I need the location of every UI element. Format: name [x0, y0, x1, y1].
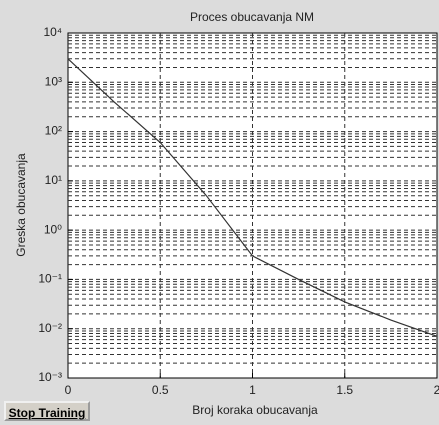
- y-tick-label: 10⁻²: [38, 321, 62, 335]
- chart-title: Proces obucavanja NM: [190, 10, 314, 24]
- y-tick-label: 10²: [45, 124, 62, 138]
- stop-training-button[interactable]: Stop Training: [4, 401, 90, 421]
- x-tick-label: 1.5: [336, 383, 353, 397]
- y-tick-label: 10⁻³: [38, 370, 62, 384]
- x-tick-label: 1: [249, 383, 256, 397]
- x-axis-label: Broj koraka obucavanja: [192, 403, 318, 417]
- x-tick-label: 0.5: [152, 383, 169, 397]
- y-tick-label: 10³: [45, 74, 62, 88]
- y-tick-label: 10⁻¹: [38, 272, 62, 286]
- y-tick-label: 10⁰: [44, 222, 62, 236]
- y-tick-label: 10¹: [45, 173, 62, 187]
- data-line: [67, 58, 438, 337]
- y-tick-label: 10⁴: [43, 25, 62, 39]
- x-tick-label: 2: [434, 383, 439, 397]
- x-tick-label: 0: [65, 383, 72, 397]
- y-axis-label: Greska obucavanja: [14, 153, 28, 257]
